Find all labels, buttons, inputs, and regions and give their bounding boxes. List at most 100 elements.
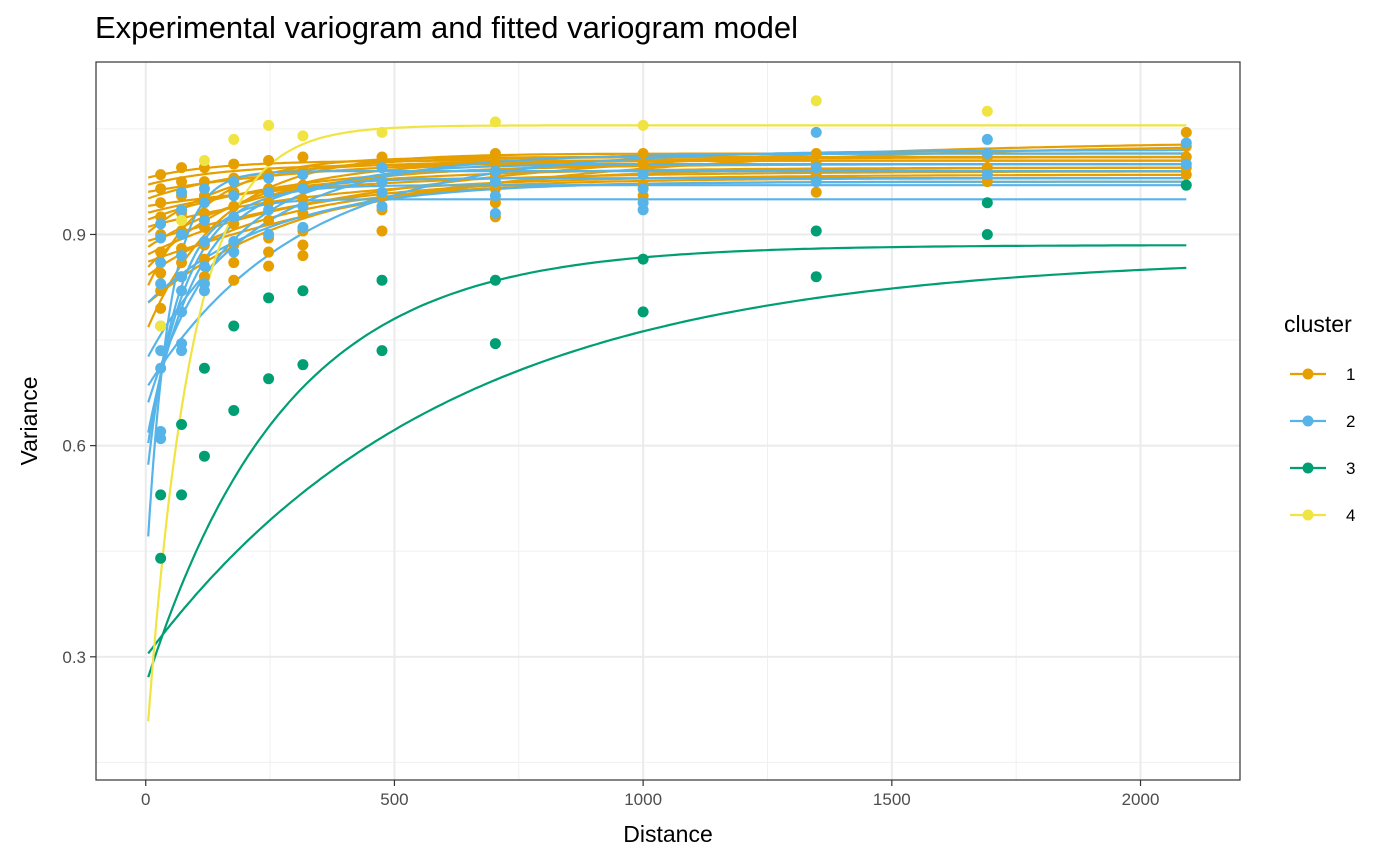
- data-point-cluster-2: [176, 306, 188, 318]
- data-point-cluster-1: [376, 151, 388, 163]
- data-point-cluster-3: [155, 489, 167, 501]
- data-point-cluster-1: [155, 302, 167, 314]
- data-point-cluster-4: [637, 119, 649, 131]
- x-tick-label: 500: [380, 790, 408, 809]
- data-point-cluster-1: [810, 148, 822, 160]
- data-point-cluster-4: [263, 119, 275, 131]
- data-point-cluster-2: [176, 186, 188, 198]
- axes: 0 500 1000 1500 2000 0.3 0.6 0.9: [62, 225, 1159, 809]
- data-point-cluster-3: [228, 404, 240, 416]
- legend: cluster 1 2 3 4: [1284, 311, 1355, 525]
- legend-item-2: 2: [1290, 412, 1355, 431]
- legend-label: 3: [1346, 459, 1355, 478]
- legend-point: [1302, 415, 1314, 427]
- data-point-cluster-1: [376, 225, 388, 237]
- data-point-cluster-2: [228, 236, 240, 247]
- data-point-cluster-1: [1180, 169, 1192, 181]
- data-point-cluster-2: [176, 345, 188, 357]
- data-point-cluster-3: [155, 552, 167, 564]
- data-point-cluster-2: [810, 162, 822, 174]
- data-point-cluster-3: [297, 359, 309, 371]
- data-point-cluster-1: [1180, 126, 1192, 138]
- data-point-cluster-2: [637, 183, 649, 195]
- data-point-cluster-2: [981, 148, 993, 160]
- data-point-cluster-2: [198, 197, 210, 209]
- legend-item-3: 3: [1290, 459, 1355, 478]
- legend-point: [1302, 368, 1314, 380]
- data-point-cluster-2: [981, 133, 993, 145]
- fitted-curve-cluster-2-1: [147, 198, 1187, 465]
- data-point-cluster-2: [198, 285, 210, 297]
- data-point-cluster-3: [981, 197, 993, 209]
- data-point-cluster-2: [155, 362, 167, 374]
- data-point-cluster-2: [810, 176, 822, 188]
- data-point-cluster-3: [228, 320, 240, 332]
- y-tick-label: 0.6: [62, 437, 86, 456]
- data-point-cluster-2: [297, 200, 309, 212]
- data-point-cluster-2: [176, 271, 188, 283]
- data-point-cluster-1: [263, 260, 275, 272]
- data-point-cluster-3: [263, 292, 275, 304]
- data-point-cluster-3: [810, 271, 822, 283]
- data-point-cluster-3: [198, 450, 210, 462]
- data-point-cluster-2: [228, 190, 240, 202]
- legend-point: [1302, 462, 1314, 474]
- data-point-cluster-1: [263, 246, 275, 258]
- chart-title: Experimental variogram and fitted variog…: [95, 10, 798, 45]
- legend-label: 4: [1346, 506, 1355, 525]
- data-point-cluster-2: [228, 176, 240, 188]
- plot-border: [95, 61, 1241, 781]
- data-point-cluster-3: [376, 274, 388, 286]
- x-tick-label: 0: [141, 790, 150, 809]
- data-point-cluster-2: [155, 218, 167, 230]
- data-point-cluster-1: [263, 214, 275, 226]
- legend-item-1: 1: [1290, 365, 1355, 384]
- data-point-cluster-3: [637, 253, 649, 265]
- data-point-cluster-2: [198, 214, 210, 226]
- data-point-cluster-1: [228, 257, 240, 269]
- data-point-cluster-3: [489, 338, 501, 350]
- data-point-cluster-2: [263, 172, 275, 184]
- y-axis-title: Variance: [16, 376, 42, 465]
- data-point-cluster-3: [176, 419, 188, 431]
- data-point-cluster-4: [489, 116, 501, 128]
- data-point-cluster-2: [263, 204, 275, 216]
- data-point-cluster-2: [637, 204, 649, 216]
- data-point-cluster-1: [263, 155, 275, 167]
- data-point-cluster-2: [489, 207, 501, 219]
- data-point-cluster-2: [297, 169, 309, 181]
- x-tick-label: 1500: [873, 790, 911, 809]
- data-point-cluster-2: [376, 162, 388, 174]
- data-point-cluster-2: [1180, 158, 1192, 170]
- data-point-cluster-3: [297, 285, 309, 297]
- y-tick-label: 0.3: [62, 648, 86, 667]
- data-point-cluster-1: [155, 246, 167, 258]
- data-point-cluster-1: [297, 151, 309, 163]
- data-point-cluster-3: [810, 225, 822, 237]
- data-point-cluster-2: [489, 165, 501, 177]
- data-point-cluster-2: [263, 228, 275, 240]
- data-point-cluster-1: [155, 197, 167, 209]
- legend-title: cluster: [1284, 311, 1352, 337]
- data-point-cluster-2: [176, 285, 188, 297]
- x-tick-label: 1000: [624, 790, 662, 809]
- data-point-cluster-4: [198, 155, 210, 167]
- data-point-cluster-1: [228, 158, 240, 170]
- data-point-cluster-2: [176, 228, 188, 240]
- data-point-cluster-2: [1180, 137, 1192, 149]
- data-point-cluster-1: [297, 239, 309, 251]
- data-point-cluster-2: [198, 260, 210, 272]
- data-point-cluster-3: [637, 306, 649, 318]
- data-point-cluster-1: [297, 250, 309, 262]
- data-point-cluster-1: [176, 162, 188, 174]
- data-point-cluster-4: [810, 95, 822, 107]
- data-point-cluster-2: [376, 200, 388, 212]
- legend-item-4: 4: [1290, 506, 1355, 525]
- fitted-curve-cluster-3-2: [147, 266, 1187, 655]
- data-point-cluster-3: [981, 228, 993, 240]
- data-point-cluster-1: [155, 183, 167, 195]
- data-point-cluster-1: [155, 267, 167, 279]
- data-point-cluster-3: [489, 274, 501, 286]
- data-point-cluster-1: [637, 158, 649, 170]
